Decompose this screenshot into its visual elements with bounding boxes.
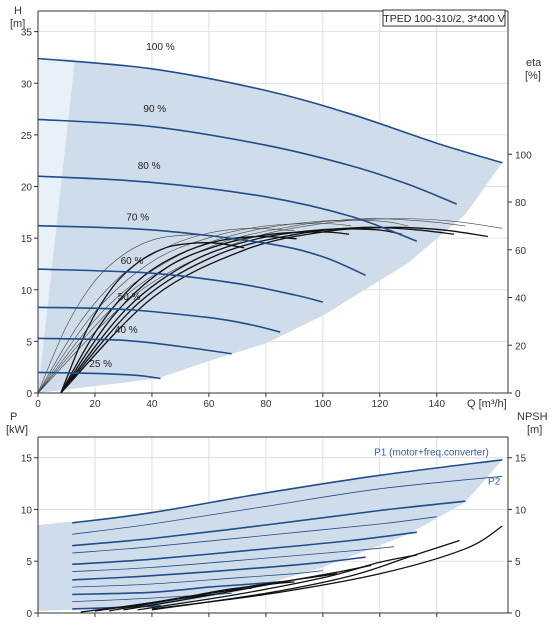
xlabel: Q [m³/h] <box>467 398 507 410</box>
y-right-tick-label: 10 <box>515 505 527 516</box>
speed-curve <box>37 337 232 355</box>
y-right-tick-label: 15 <box>515 454 527 465</box>
y-tick-label: 20 <box>21 183 33 194</box>
efficiency-thin-curve <box>37 219 409 394</box>
power-curve <box>72 475 503 535</box>
y-right-tick-label: 0 <box>515 389 521 400</box>
y-tick-label: 5 <box>26 557 32 568</box>
speed-curve <box>37 371 161 380</box>
chart-title-box: TPED 100-310/2, 3*400 V <box>382 9 506 27</box>
x-tick-label: 40 <box>146 399 158 410</box>
y-tick-label: 5 <box>26 337 32 348</box>
speed-curve <box>37 268 323 303</box>
y-right-tick-label: 80 <box>515 198 527 209</box>
power-curve <box>72 546 395 572</box>
y-tick-label: 15 <box>21 234 33 245</box>
ylabel-right-bottom-1: NPSH <box>517 411 548 423</box>
y-tick-label: 15 <box>21 454 33 465</box>
x-tick-label: 80 <box>260 399 272 410</box>
speed-label: 70 % <box>126 213 149 224</box>
power-curve <box>72 556 366 581</box>
ylabel-right-top-2: [%] <box>525 70 541 82</box>
ylabel-right-top-1: eta <box>526 57 542 69</box>
y-tick-label: 25 <box>21 131 33 142</box>
x-tick-label: 20 <box>89 399 101 410</box>
y-right-tick-label: 5 <box>515 557 521 568</box>
power-annotation: P2 <box>488 477 501 488</box>
y-tick-label: 0 <box>26 609 32 620</box>
y-tick-label: 10 <box>21 286 33 297</box>
efficiency-curve <box>60 228 402 394</box>
npsh-curve <box>80 593 215 613</box>
speed-label: 50 % <box>118 292 141 303</box>
y-tick-label: 0 <box>26 389 32 400</box>
chart-title: TPED 100-310/2, 3*400 V <box>383 13 504 25</box>
power-curve <box>72 500 466 547</box>
speed-curve <box>37 175 418 242</box>
operating-region <box>38 58 503 393</box>
efficiency-curve <box>60 226 488 394</box>
power-curve <box>72 581 281 596</box>
y-right-tick-label: 20 <box>515 341 527 352</box>
y-right-tick-label: 0 <box>515 609 521 620</box>
y-right-tick-label: 60 <box>515 246 527 257</box>
y-tick-label: 30 <box>21 79 33 90</box>
ylabel-left-top-2: [m] <box>10 18 25 30</box>
speed-label: 60 % <box>121 256 144 267</box>
npsh-curve <box>151 539 460 611</box>
y-right-tick-label: 40 <box>515 294 527 305</box>
power-npsh-plot: P1 (motor+freq.converter) P2 0 5 10 15 0 5 10 15 <box>21 436 527 620</box>
y-right-tick-label: 100 <box>515 150 532 161</box>
x-tick-label: 0 <box>35 399 41 410</box>
speed-label: 80 % <box>138 161 161 172</box>
ylabel-left-bottom-1: P <box>10 411 17 423</box>
speed-curve <box>37 224 366 277</box>
speed-curve <box>37 306 281 333</box>
power-annotation: P1 (motor+freq.converter) <box>374 448 489 459</box>
speed-label: 100 % <box>146 42 174 53</box>
x-tick-label: 60 <box>203 399 215 410</box>
ylabel-right-bottom-2: [m] <box>527 424 542 436</box>
efficiency-curve <box>60 226 454 394</box>
x-tick-label: 100 <box>315 399 332 410</box>
efficiency-curve <box>60 242 245 394</box>
y-tick-label: 10 <box>21 505 33 516</box>
power-curve <box>72 531 417 566</box>
speed-label: 40 % <box>115 325 138 336</box>
ylabel-left-bottom-2: [kW] <box>6 424 28 436</box>
ylabel-left-top-1: H <box>14 5 22 17</box>
x-tick-label: 140 <box>428 399 445 410</box>
power-curve <box>72 516 437 554</box>
power-curve <box>72 570 323 588</box>
speed-label: 25 % <box>89 359 112 370</box>
power-curve <box>72 459 503 524</box>
speed-label: 90 % <box>143 104 166 115</box>
head-efficiency-plot: 100 % 90 % 80 % 70 % 60 % 50 % 40 % 25 % 0 5 10 15 2… <box>21 10 532 410</box>
y-tick-label: 35 <box>21 28 33 39</box>
speed-curve <box>37 57 503 164</box>
x-tick-label: 120 <box>371 399 388 410</box>
speed-curve <box>37 118 458 205</box>
npsh-curve <box>137 554 417 611</box>
